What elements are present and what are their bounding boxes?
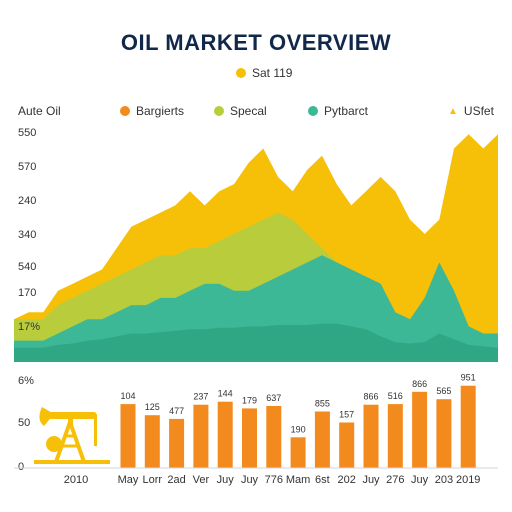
bar <box>412 391 428 468</box>
bar <box>290 437 306 468</box>
bar <box>314 411 330 468</box>
legend-dot <box>308 106 318 116</box>
bar-category-label: Lorr <box>143 474 163 486</box>
bar-data-label: 866 <box>363 392 378 402</box>
area-y-tick-label: 17% <box>18 321 40 333</box>
area-y-tick-label: 570 <box>18 161 36 173</box>
bar-data-label: 951 <box>461 373 476 383</box>
bar-category-label: May <box>118 474 139 486</box>
top-legend-dot <box>236 68 246 78</box>
bar-data-label: 104 <box>120 391 135 401</box>
legend-item-specal: Specal <box>214 104 267 118</box>
bar <box>120 404 136 468</box>
bar-category-label: 2019 <box>456 474 480 486</box>
bar-data-label: 477 <box>169 406 184 416</box>
triangle-icon: ▲ <box>448 105 458 117</box>
bar-category-label: 276 <box>386 474 404 486</box>
legend-label: USfet <box>463 104 494 118</box>
bar <box>339 422 355 468</box>
legend-item-usfet: ▲ USfet <box>448 104 494 118</box>
bar-data-label: 637 <box>266 393 281 403</box>
bar <box>217 401 233 468</box>
bar <box>266 406 282 468</box>
bar <box>242 408 257 468</box>
legend-label: Pytbarct <box>324 104 369 118</box>
chart-title: OIL MARKET OVERVIEW <box>120 30 392 55</box>
bar <box>436 399 452 468</box>
bar-category-label: Juy <box>411 474 429 486</box>
bar-data-label: 866 <box>412 379 427 389</box>
oil-pump-jack-icon <box>34 407 110 464</box>
legend: Aute Oil Bargierts Specal Pytbarct ▲ USf… <box>0 104 512 120</box>
bar-category-label: Juy <box>362 474 380 486</box>
bar-data-label: 179 <box>242 395 257 405</box>
area-y-tick-label: 340 <box>18 229 36 241</box>
bar-category-label: 203 <box>435 474 453 486</box>
bar-category-label: 776 <box>265 474 283 486</box>
bar <box>169 418 185 468</box>
area-y-tick-label: 170 <box>18 287 36 299</box>
bar-category-label: 6st <box>315 474 330 486</box>
bar-data-label: 157 <box>339 410 354 420</box>
bar-data-label: 190 <box>291 424 306 434</box>
legend-label: Aute Oil <box>18 104 61 118</box>
bar-category-label: Juy <box>241 474 259 486</box>
bar-y-tick-label: 0 <box>18 461 24 473</box>
bar-data-label: 125 <box>145 402 160 412</box>
bar-category-label: Ver <box>193 474 210 486</box>
area-series-base <box>14 323 498 362</box>
area-y-tick-label: 240 <box>18 195 36 207</box>
top-legend: Sat 119 <box>236 66 292 80</box>
legend-label: Bargierts <box>136 104 185 118</box>
bar-y-tick-label: 50 <box>18 417 30 429</box>
legend-item-aute-oil: Aute Oil <box>18 104 61 118</box>
top-legend-label: Sat 119 <box>252 66 293 80</box>
bar-category-label: 2ad <box>167 474 185 486</box>
bar-x-extra-label: 2010 <box>64 474 88 486</box>
bar <box>363 404 379 468</box>
bar-y-tick-label: 6% <box>18 375 34 387</box>
bar <box>387 404 403 468</box>
bar-data-label: 855 <box>315 399 330 409</box>
legend-item-bargierts: Bargierts <box>120 104 184 118</box>
bar-data-label: 237 <box>193 392 208 402</box>
bar-data-label: 144 <box>218 389 233 399</box>
legend-label: Specal <box>230 104 267 118</box>
bar-data-label: 516 <box>388 391 403 401</box>
bar-category-label: Mam <box>286 474 310 486</box>
area-y-tick-label: 550 <box>18 127 36 139</box>
bar <box>144 415 160 468</box>
bar <box>193 404 209 468</box>
bar-category-label: 202 <box>338 474 356 486</box>
bar <box>460 385 476 468</box>
bar-category-label: Juy <box>217 474 235 486</box>
legend-item-pytbarct: Pytbarct <box>308 104 368 118</box>
bar-data-label: 565 <box>436 386 451 396</box>
area-y-tick-label: 540 <box>18 261 36 273</box>
legend-dot <box>120 106 130 116</box>
legend-dot <box>214 106 224 116</box>
